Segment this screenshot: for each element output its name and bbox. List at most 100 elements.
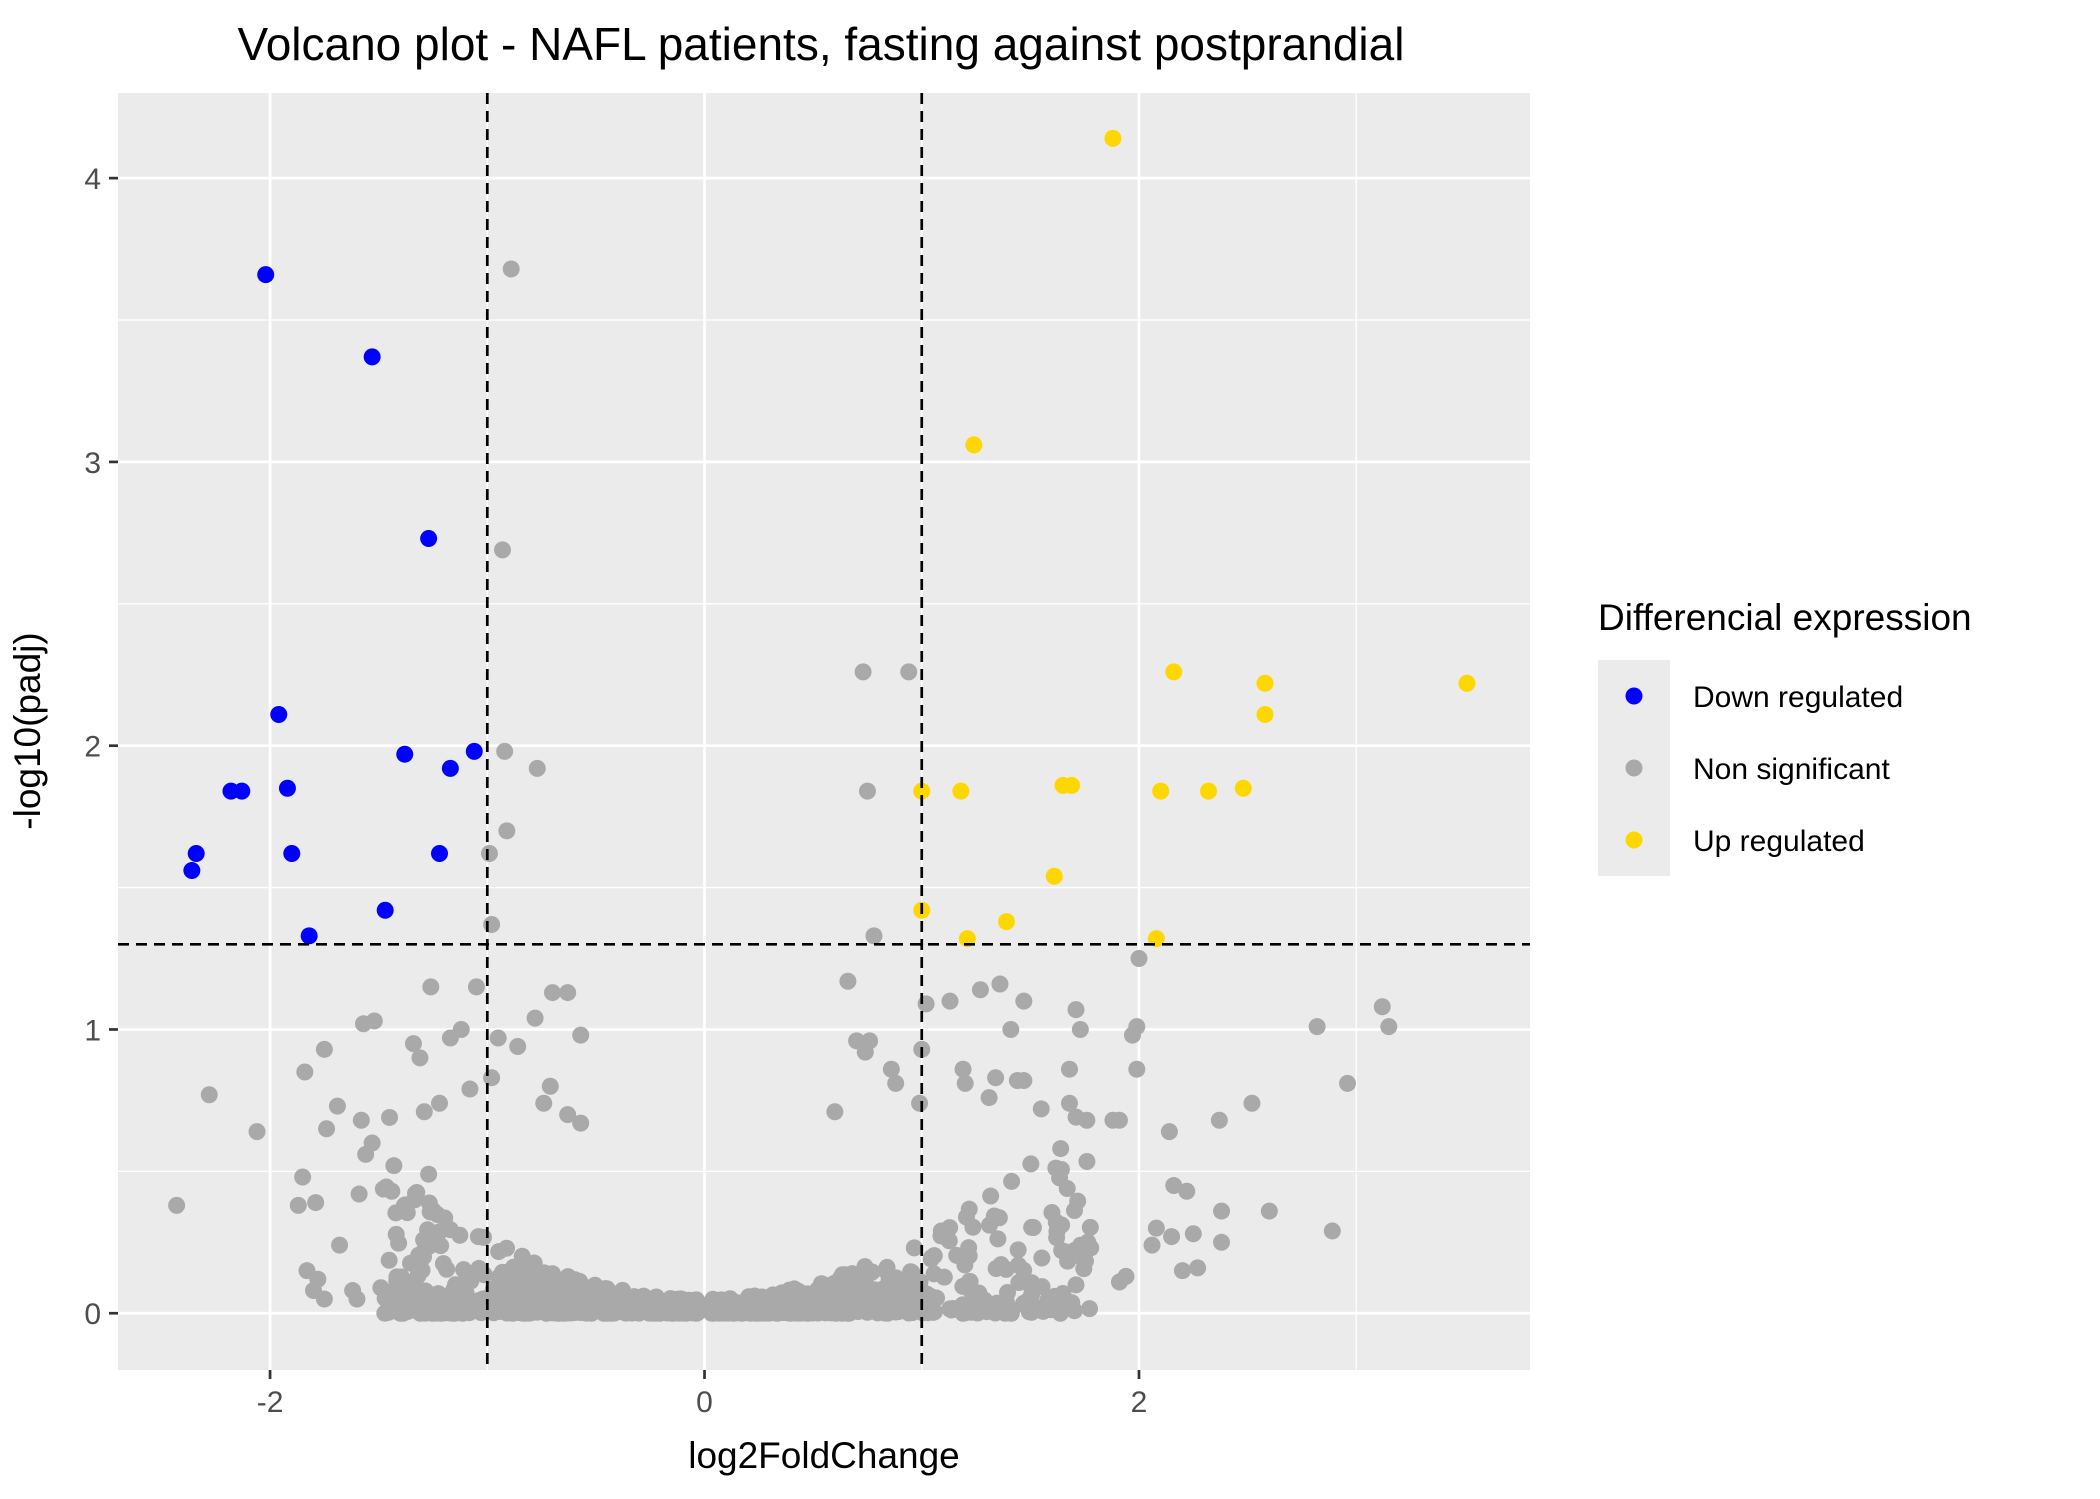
y-ticks — [109, 176, 118, 1315]
y-tick-label: 3 — [84, 447, 101, 480]
data-point-non-significant — [817, 1291, 835, 1309]
data-point-non-significant — [925, 1303, 943, 1321]
data-point-up-regulated — [952, 782, 970, 800]
data-point-non-significant — [954, 1304, 972, 1322]
data-point-non-significant — [1015, 1072, 1033, 1090]
data-point-non-significant — [331, 1236, 349, 1254]
data-point-non-significant — [865, 927, 883, 945]
data-point-non-significant — [987, 1069, 1005, 1087]
data-point-up-regulated — [1256, 705, 1274, 723]
data-point-non-significant — [969, 1289, 987, 1307]
legend-key-non-significant — [1625, 759, 1643, 777]
legend-items: Down regulated Non significant Up regulate… — [1625, 681, 1903, 858]
data-point-non-significant — [882, 1060, 900, 1078]
data-point-non-significant — [1033, 1249, 1051, 1267]
data-point-non-significant — [489, 1029, 507, 1047]
data-point-non-significant — [298, 1262, 316, 1280]
data-point-non-significant — [941, 1219, 959, 1237]
data-point-non-significant — [917, 995, 935, 1013]
regulated-points — [183, 129, 1476, 948]
data-point-down-regulated — [441, 759, 459, 777]
data-point-non-significant — [383, 1182, 401, 1200]
data-point-non-significant — [1015, 992, 1033, 1010]
y-axis: 0 1 2 3 4 — [84, 163, 118, 1331]
data-point-non-significant — [480, 845, 498, 863]
data-point-down-regulated — [363, 348, 381, 366]
data-point-up-regulated — [1199, 782, 1217, 800]
data-point-non-significant — [1110, 1273, 1128, 1291]
data-point-non-significant — [1065, 1202, 1083, 1220]
data-point-non-significant — [315, 1040, 333, 1058]
data-point-non-significant — [318, 1120, 336, 1138]
data-point-up-regulated — [913, 782, 931, 800]
data-point-down-regulated — [300, 927, 318, 945]
data-point-non-significant — [524, 1299, 542, 1317]
data-point-non-significant — [420, 1165, 438, 1183]
data-point-non-significant — [432, 1237, 450, 1255]
data-point-non-significant — [911, 1094, 929, 1112]
data-point-non-significant — [502, 260, 520, 278]
data-point-non-significant — [940, 1232, 958, 1250]
y-tick-label: 4 — [84, 163, 101, 196]
data-point-non-significant — [982, 1187, 1000, 1205]
data-point-non-significant — [390, 1234, 408, 1252]
data-point-non-significant — [956, 1074, 974, 1092]
data-point-non-significant — [925, 1265, 943, 1283]
data-point-non-significant — [418, 1295, 436, 1313]
data-point-non-significant — [987, 1259, 1005, 1277]
data-point-non-significant — [850, 1301, 868, 1319]
data-point-non-significant — [554, 1289, 572, 1307]
data-point-down-regulated — [278, 779, 296, 797]
data-point-down-regulated — [187, 845, 205, 863]
data-point-non-significant — [1373, 998, 1391, 1016]
data-point-non-significant — [1052, 1140, 1070, 1158]
data-point-non-significant — [1213, 1233, 1231, 1251]
data-point-non-significant — [422, 978, 440, 996]
y-tick-label: 1 — [84, 1014, 101, 1047]
data-point-non-significant — [1081, 1300, 1099, 1318]
data-point-non-significant — [396, 1276, 414, 1294]
data-point-non-significant — [559, 1268, 577, 1286]
data-point-non-significant — [1043, 1204, 1061, 1222]
data-point-non-significant — [380, 1251, 398, 1269]
legend-label: Down regulated — [1693, 681, 1903, 714]
data-point-non-significant — [381, 1108, 399, 1126]
threshold-lines — [118, 93, 1530, 1370]
data-point-non-significant — [419, 1221, 437, 1239]
data-point-non-significant — [1022, 1155, 1040, 1173]
data-point-non-significant — [905, 1239, 923, 1257]
data-point-non-significant — [1059, 1252, 1077, 1270]
data-point-up-regulated — [1147, 930, 1165, 948]
data-point-non-significant — [350, 1185, 368, 1203]
x-tick-label: -2 — [257, 1386, 284, 1419]
data-point-non-significant — [619, 1290, 637, 1308]
data-point-non-significant — [168, 1196, 186, 1214]
data-point-non-significant — [1160, 1123, 1178, 1141]
data-point-non-significant — [498, 1239, 516, 1257]
data-point-up-regulated — [1152, 782, 1170, 800]
data-point-down-regulated — [270, 705, 288, 723]
data-point-non-significant — [858, 782, 876, 800]
data-point-non-significant — [1163, 1228, 1181, 1246]
data-point-up-regulated — [965, 436, 983, 454]
data-point-non-significant — [372, 1279, 390, 1297]
data-point-non-significant — [960, 1200, 978, 1218]
data-point-non-significant — [1110, 1111, 1128, 1129]
legend-title: Differencial expression — [1598, 597, 1972, 638]
x-axis: -2 0 2 — [257, 1370, 1147, 1419]
data-point-non-significant — [289, 1196, 307, 1214]
data-point-non-significant — [543, 984, 561, 1002]
data-point-non-significant — [1078, 1152, 1096, 1170]
data-point-non-significant — [679, 1303, 697, 1321]
data-point-up-regulated — [1234, 779, 1252, 797]
data-point-down-regulated — [376, 901, 394, 919]
grid-major — [118, 93, 1530, 1370]
data-point-non-significant — [971, 981, 989, 999]
x-ticks — [268, 1370, 1141, 1379]
data-point-non-significant — [863, 1301, 881, 1319]
data-point-non-significant — [668, 1290, 686, 1308]
data-point-non-significant — [839, 972, 857, 990]
data-point-non-significant — [1051, 1304, 1069, 1322]
data-point-non-significant — [878, 1258, 896, 1276]
data-point-non-significant — [1123, 1026, 1141, 1044]
